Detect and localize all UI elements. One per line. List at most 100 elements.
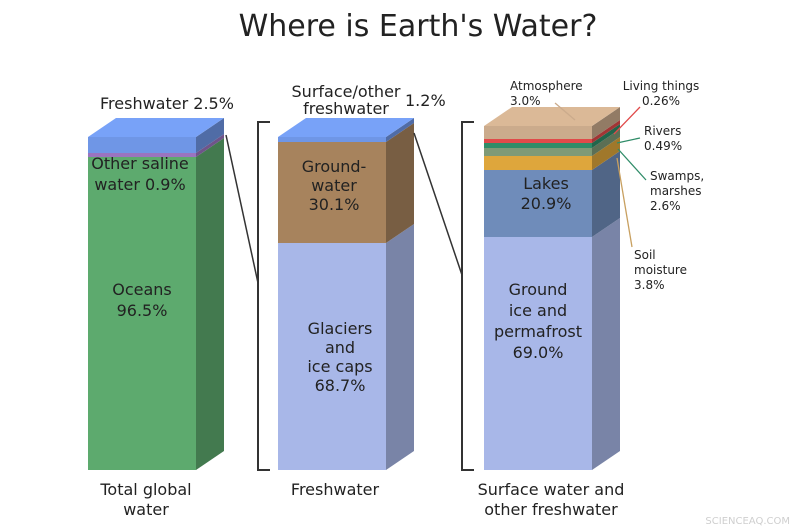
- label-surface-other: Surface/other freshwater: [292, 82, 401, 118]
- label-soil-moisture: Soil moisture 3.8%: [634, 248, 687, 292]
- label-swamps: Swamps, marshes 2.6%: [650, 169, 704, 213]
- segment-side-lakes: [592, 151, 620, 237]
- label-surface-other-value: 1.2%: [405, 91, 446, 110]
- segment-living-things: [484, 139, 592, 143]
- label-glaciers-line: ice caps: [307, 357, 372, 376]
- label-other-saline: Other saline water 0.9%: [91, 154, 189, 194]
- segment-lakes: [484, 170, 592, 237]
- label-glaciers-line: and: [325, 338, 355, 357]
- label-atmosphere-line: Atmosphere: [510, 79, 583, 93]
- label-lakes-line: Lakes: [523, 174, 569, 193]
- bars-layer: [88, 107, 620, 470]
- segment-side-ground-ice-and-permafrost: [592, 218, 620, 470]
- label-atmosphere-line: 3.0%: [510, 94, 541, 108]
- segment-rivers: [484, 143, 592, 148]
- label-rivers-line: 0.49%: [644, 139, 682, 153]
- segment-ground-ice-and-permafrost: [484, 237, 592, 470]
- label-soil-moisture-line: 3.8%: [634, 278, 665, 292]
- label-freshwater-line: Freshwater 2.5%: [100, 94, 234, 113]
- connector-line: [225, 134, 259, 284]
- chart-title: Where is Earth's Water?: [239, 9, 598, 44]
- bar-1: [278, 118, 414, 470]
- xlabel-freshwater-line: Freshwater: [291, 480, 380, 499]
- label-living-things-line: Living things: [623, 79, 700, 93]
- segment-other-saline-water: [88, 153, 196, 157]
- label-oceans-line: 96.5%: [117, 301, 168, 320]
- segment-side-groundwater: [386, 123, 414, 243]
- segment-groundwater: [278, 142, 386, 243]
- label-other-saline-line: water 0.9%: [94, 175, 185, 194]
- label-surface-other-line: Surface/other: [292, 82, 401, 101]
- label-surface-other-line: freshwater: [303, 99, 389, 118]
- label-rivers: Rivers 0.49%: [644, 124, 682, 153]
- bracket: [257, 121, 270, 471]
- segment-side-surface-other-freshwater: [386, 118, 414, 142]
- label-freshwater: Freshwater 2.5%: [100, 94, 234, 113]
- label-soil-moisture-line: Soil: [634, 248, 656, 262]
- label-oceans-line: Oceans: [112, 280, 172, 299]
- label-glaciers-line: 68.7%: [315, 376, 366, 395]
- label-ground-ice-line: permafrost: [494, 322, 582, 341]
- leader-living-things: [613, 106, 641, 135]
- segment-swamps-marshes: [484, 148, 592, 156]
- segment-side-living-things: [592, 120, 620, 143]
- label-oceans: Oceans 96.5%: [112, 280, 172, 320]
- bar-0: [88, 118, 224, 470]
- segment-side-freshwater: [196, 118, 224, 153]
- label-ground-ice-line: Ground: [509, 280, 568, 299]
- leader-soil-moisture: [616, 157, 633, 248]
- label-living-things: Living things 0.26%: [623, 79, 700, 108]
- segment-side-atmosphere: [592, 107, 620, 139]
- label-lakes-line: 20.9%: [521, 194, 572, 213]
- segment-atmosphere: [484, 126, 592, 139]
- xlabel-total: Total global water: [99, 480, 191, 519]
- leader-atmosphere: [554, 102, 576, 121]
- leader-rivers: [616, 137, 641, 144]
- label-swamps-line: marshes: [650, 184, 701, 198]
- xlabel-surface-line: Surface water and: [478, 480, 625, 499]
- label-lakes: Lakes 20.9%: [521, 174, 572, 213]
- label-ground-ice-line: ice and: [509, 301, 567, 320]
- connector-line: [413, 132, 463, 276]
- bar-top-0: [88, 118, 224, 137]
- label-atmosphere: Atmosphere 3.0%: [510, 79, 583, 108]
- label-glaciers-line: Glaciers: [308, 319, 373, 338]
- label-swamps-line: Swamps,: [650, 169, 704, 183]
- bar-2: [484, 107, 620, 470]
- segment-surface-other-freshwater: [278, 137, 386, 142]
- segment-side-other-saline-water: [196, 134, 224, 157]
- segment-side-swamps-marshes: [592, 129, 620, 156]
- xlabel-surface: Surface water and other freshwater: [478, 480, 625, 519]
- label-swamps-line: 2.6%: [650, 199, 681, 213]
- segment-freshwater: [88, 137, 196, 153]
- segment-oceans: [88, 157, 196, 470]
- bar-top-2: [484, 107, 620, 126]
- segment-side-rivers: [592, 124, 620, 148]
- label-glaciers: Glaciers and ice caps 68.7%: [307, 319, 372, 395]
- label-groundwater: Ground-water 30.1%: [302, 157, 367, 214]
- label-groundwater-line: 30.1%: [309, 195, 360, 214]
- label-ground-ice-line: 69.0%: [513, 343, 564, 362]
- watermark: SCIENCEAQ.COM: [705, 516, 790, 527]
- segment-side-oceans: [196, 138, 224, 470]
- segment-soil-moisture: [484, 156, 592, 170]
- bracket: [461, 121, 474, 471]
- leader-swamps: [617, 148, 647, 181]
- segment-side-soil-moisture: [592, 137, 620, 170]
- label-groundwater-line: water: [311, 176, 357, 195]
- label-groundwater-line: Ground-: [302, 157, 367, 176]
- label-living-things-line: 0.26%: [642, 94, 680, 108]
- labels-layer: Oceans 96.5% Other saline water 0.9% Freshwa…: [91, 79, 704, 519]
- segment-side-glaciers-and-ice-caps: [386, 224, 414, 470]
- xlabel-total-line: Total global: [99, 480, 191, 499]
- bar-top-1: [278, 118, 414, 137]
- xlabel-freshwater: Freshwater: [291, 480, 380, 499]
- xlabel-total-line: water: [123, 500, 169, 519]
- xlabel-surface-line: other freshwater: [484, 500, 618, 519]
- label-other-saline-line: Other saline: [91, 154, 189, 173]
- label-rivers-line: Rivers: [644, 124, 681, 138]
- label-ground-ice: Ground ice and permafrost 69.0%: [494, 280, 582, 362]
- label-soil-moisture-line: moisture: [634, 263, 687, 277]
- connectors-layer: [225, 102, 647, 471]
